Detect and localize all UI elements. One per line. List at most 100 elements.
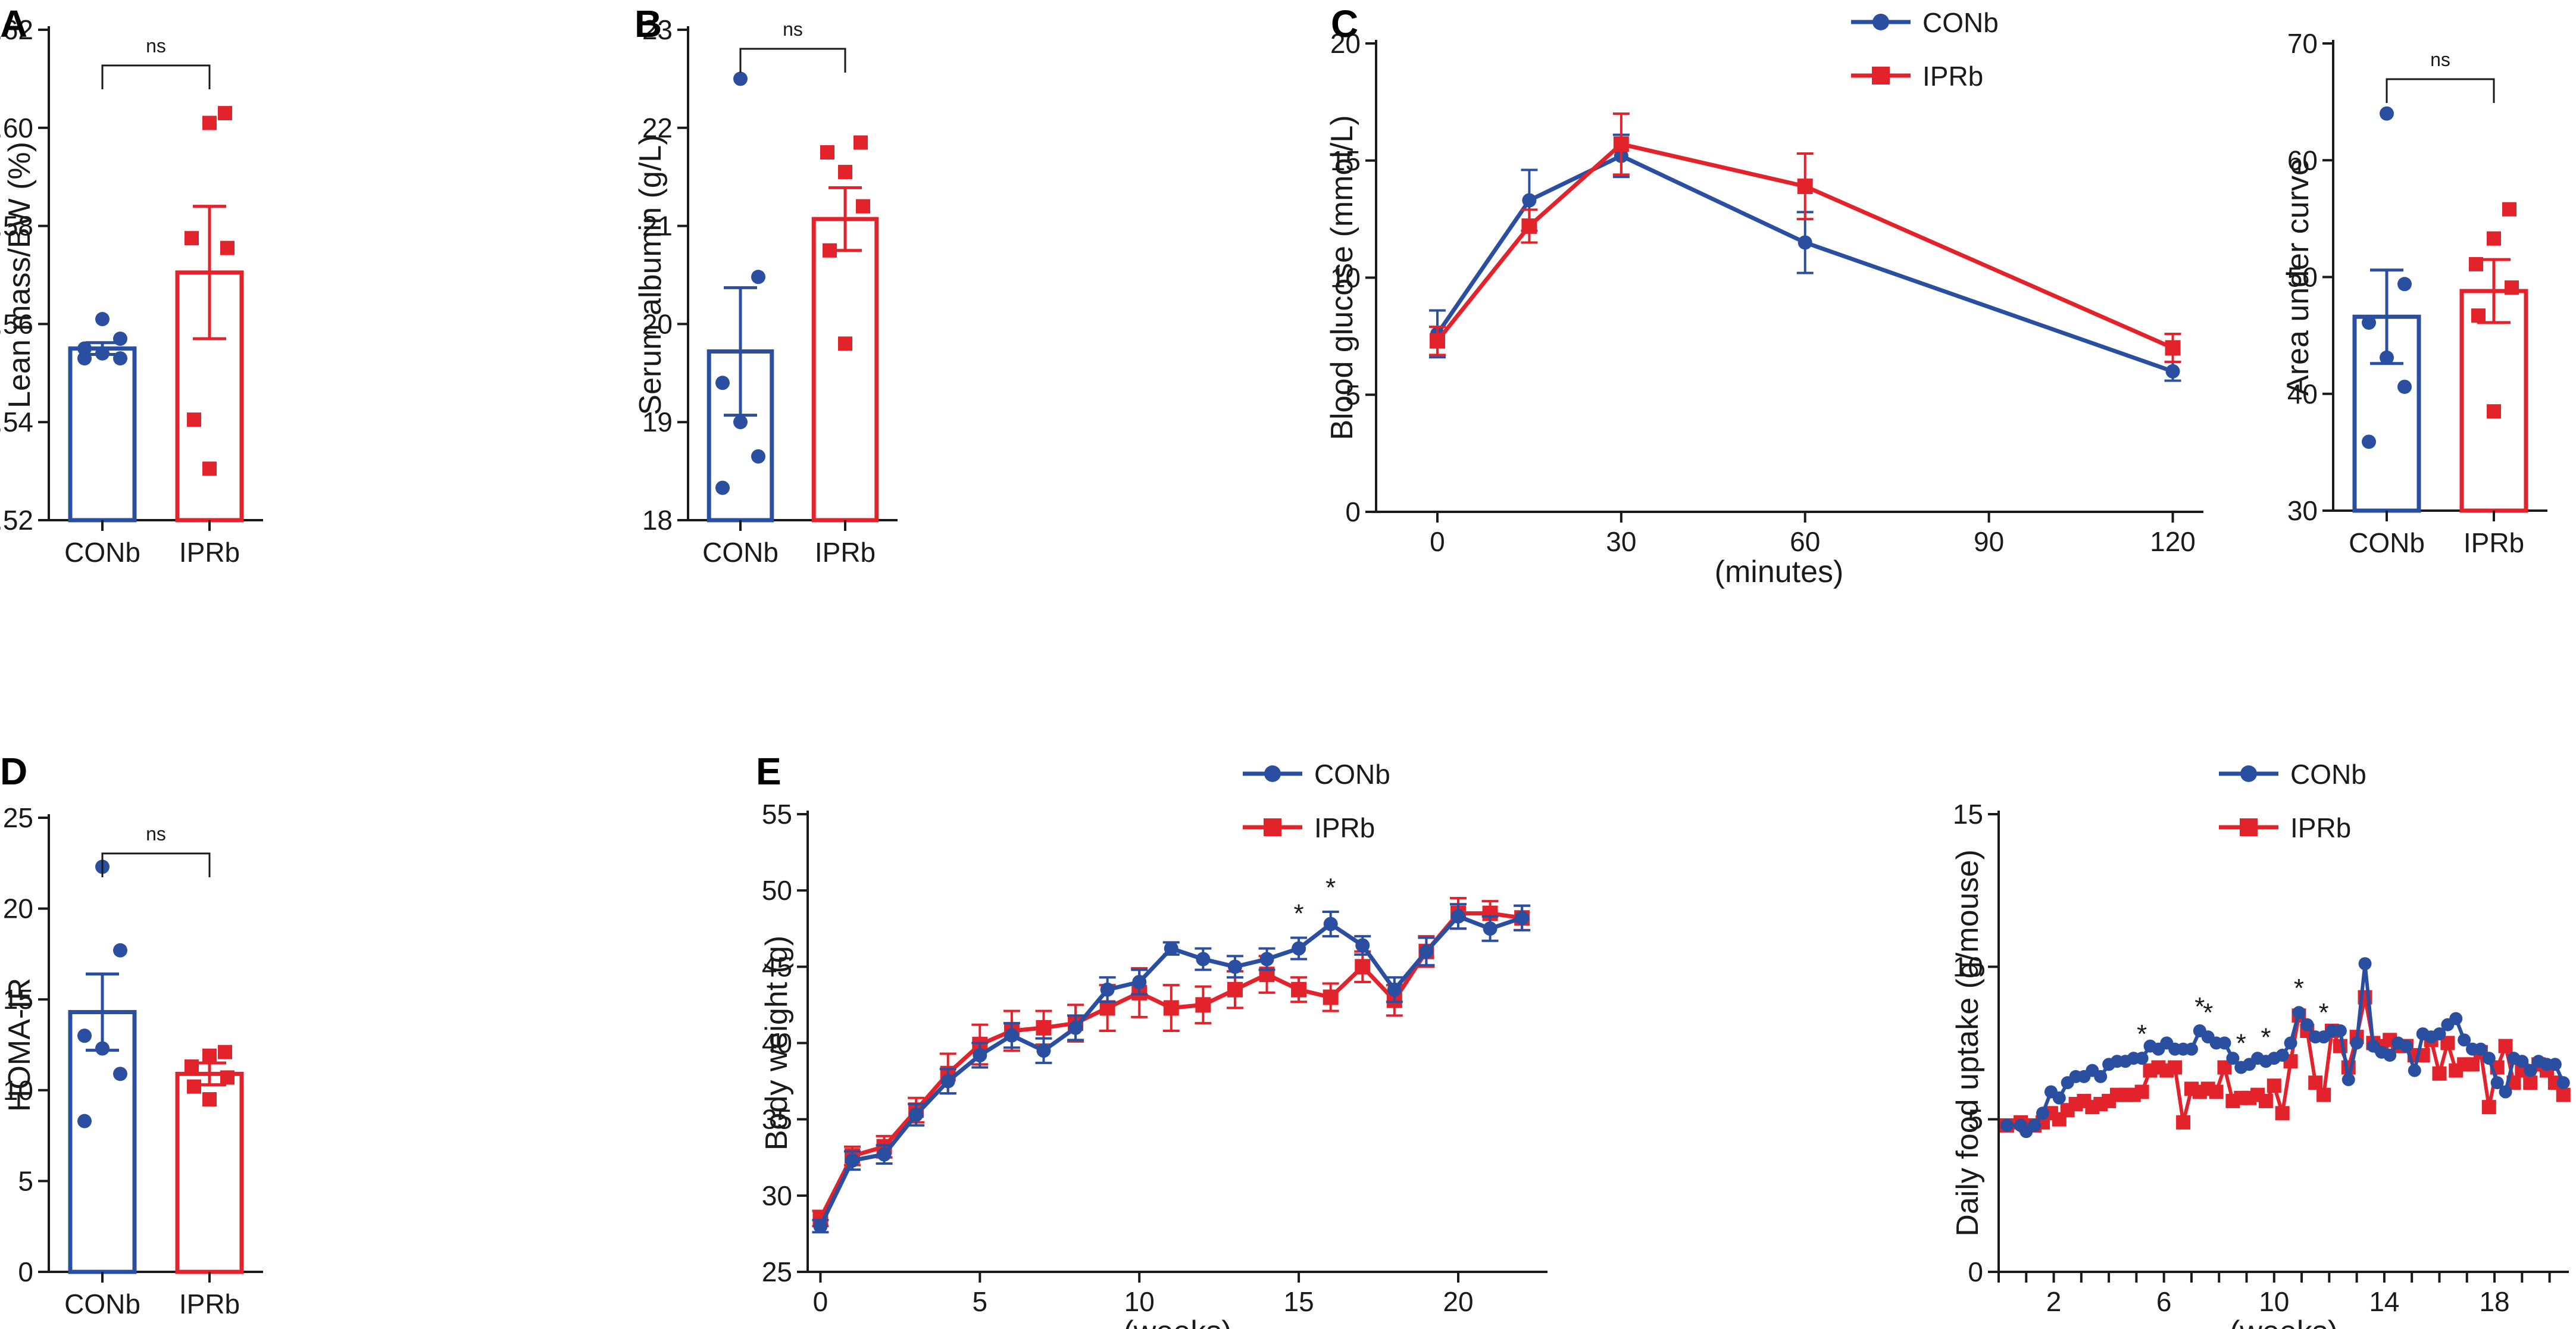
data-point [2266,1078,2281,1093]
data-point [715,376,730,390]
x-tick-label: 0 [813,1286,829,1317]
data-point [220,240,235,255]
y-tick-label: 15 [3,984,33,1015]
x-tick-label: IPRb [815,537,876,568]
y-tick-label: 40 [2287,379,2318,409]
y-tick-label: 0 [1345,496,1361,527]
y-tick-label: 25 [762,1256,792,1287]
x-tick-label: 30 [1606,526,1636,557]
data-point [2465,1057,2480,1072]
data-point [856,199,870,214]
data-point [1387,982,1402,997]
x-tick-label: 90 [1974,526,2004,557]
data-point [2474,1042,2487,1056]
data-point [2218,1036,2231,1050]
data-point [2184,1042,2198,1056]
data-point [715,480,730,495]
data-point [823,243,837,258]
data-point [820,145,834,160]
data-point [1323,917,1338,931]
data-point [2362,315,2376,330]
data-point [1613,136,1629,152]
y-tick-label: 50 [2287,262,2318,293]
y-axis-label: Lean mass/BW (%) [2,142,37,408]
y-axis-label: Area under curve [2281,158,2315,396]
significance-star: * [2294,974,2304,1003]
data-point [1163,1000,1179,1016]
y-tick-label: 5 [1345,379,1361,410]
significance-label: ns [146,823,166,845]
significance-star: * [2319,998,2329,1027]
data-point [751,449,765,464]
data-point [2316,1087,2331,1102]
data-point [2487,231,2501,246]
data-point [1132,974,1147,989]
data-point [113,351,127,366]
legend-label-iprb: IPRb [2290,812,2351,843]
data-point [2408,1064,2421,1077]
y-tick-label: 5 [1968,1104,1983,1135]
data-point [2135,1052,2149,1065]
x-axis-label: (minutes) [1715,555,1844,589]
data-point [973,1048,987,1063]
data-point [1355,959,1371,975]
data-point [77,1114,92,1128]
series-line-iprb [818,911,1523,1219]
legend-marker-iprb [2240,818,2258,836]
data-point [2300,1018,2314,1031]
data-point [2502,202,2516,217]
data-point [2556,1087,2571,1102]
x-tick-label: 10 [2259,1286,2289,1317]
data-point [2036,1106,2050,1120]
data-point [187,412,201,427]
data-point [95,346,110,361]
data-point [2168,1060,2183,1075]
y-tick-label: 15 [1953,799,1983,830]
data-point [909,1107,924,1122]
x-tick-label: CONb [702,537,779,568]
data-point [1068,1020,1083,1035]
data-point [2362,434,2376,449]
x-tick-label: 5 [973,1286,988,1317]
panel-label-c: C [1331,2,1358,45]
data-point [838,164,852,179]
data-point [2308,1075,2323,1090]
y-tick-label: 5 [18,1165,33,1196]
x-tick-label: 2 [2046,1286,2062,1317]
data-point [751,270,765,284]
y-tick-label: 0 [1968,1256,1983,1287]
y-axis-label: Serum albumin (g/L) [633,135,668,415]
data-point [1292,941,1306,956]
x-tick-label: 10 [1124,1286,1155,1317]
y-tick-label: 40 [762,1028,792,1059]
x-tick-label: CONb [64,537,140,568]
data-point [2028,1118,2042,1132]
data-point [113,1067,127,1081]
data-point [2523,1075,2538,1090]
data-point [2482,1052,2496,1065]
data-point [1323,989,1339,1005]
data-point [2399,1039,2413,1053]
data-point [2499,1085,2512,1099]
legend-label-conb: CONb [2290,759,2366,790]
panel-label-d: D [0,750,27,793]
y-tick-label: 0.62 [0,14,33,45]
significance-star: * [2203,998,2213,1027]
y-tick-label: 30 [2287,495,2318,526]
data-point [2380,350,2394,365]
data-point [113,332,127,346]
data-point [95,1041,110,1056]
y-tick-label: 21 [642,211,673,242]
x-tick-label: 6 [2156,1286,2172,1317]
y-tick-label: 23 [642,14,673,45]
data-point [2397,277,2412,292]
data-point [220,1070,235,1085]
significance-star: * [1325,873,1336,902]
panel-label-e: E [756,750,781,793]
y-tick-label: 0.54 [0,406,33,437]
data-point [185,1059,199,1074]
x-tick-label: IPRb [179,537,240,568]
x-tick-label: 20 [1443,1286,1473,1317]
bar-iprb [811,217,879,523]
